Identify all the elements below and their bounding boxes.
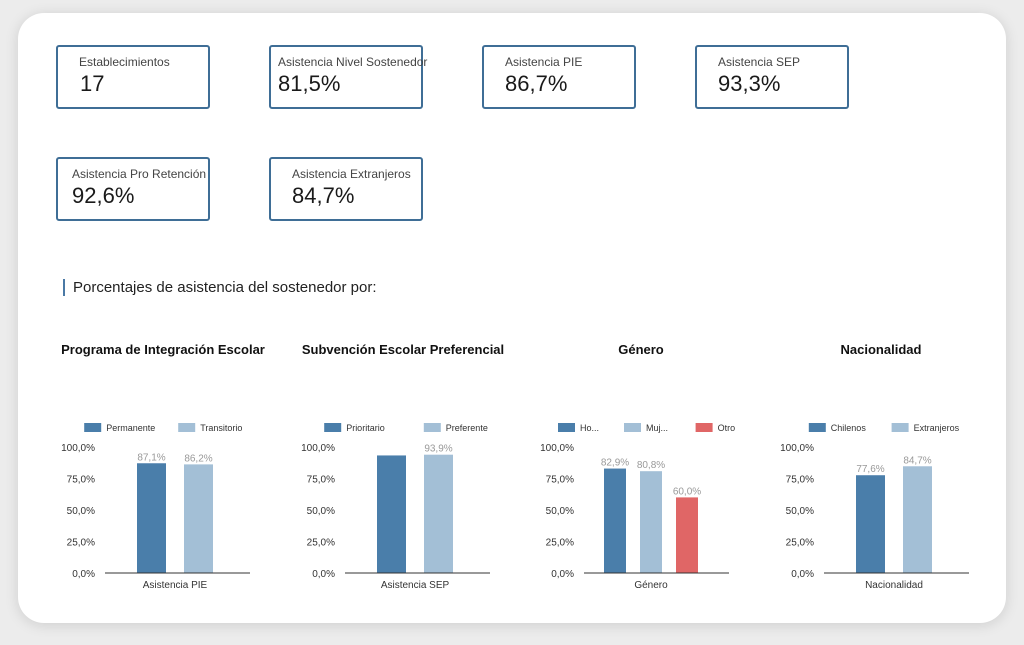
legend-label: Otro (718, 423, 736, 433)
chart-pie: Permanente Transitorio 100,0% 75,0% 50,0% 25,… (61, 423, 250, 591)
y-tick-label: 100,0% (780, 443, 814, 454)
kpi-asistencia-pro-retencion: Asistencia Pro Retención 92,6% (56, 157, 210, 221)
kpi-value: 81,5% (278, 71, 341, 96)
y-tick-label: 0,0% (551, 569, 574, 580)
y-tick-label: 25,0% (307, 538, 335, 549)
legend-swatch (178, 423, 196, 432)
bar (676, 497, 698, 573)
kpi-label: Asistencia PIE (505, 55, 583, 69)
legend-label: Preferente (446, 423, 488, 433)
legend-label: Transitorio (200, 423, 242, 433)
legend-label: Muj... (646, 423, 668, 433)
legend-label: Prioritario (346, 423, 385, 433)
x-category-label: Asistencia PIE (143, 580, 208, 591)
dashboard-card (18, 13, 1006, 623)
y-tick-label: 0,0% (72, 569, 95, 580)
kpi-value: 17 (80, 71, 105, 96)
y-tick-label: 75,0% (786, 475, 814, 486)
y-tick-label: 75,0% (546, 475, 574, 486)
y-tick-label: 25,0% (67, 538, 95, 549)
y-tick-label: 50,0% (546, 506, 574, 517)
data-label: 87,1% (137, 452, 165, 463)
kpi-label: Asistencia SEP (718, 55, 801, 69)
chart-title-genero: Género (618, 342, 664, 357)
y-tick-label: 50,0% (67, 506, 95, 517)
legend-label: Extranjeros (914, 423, 960, 433)
legend-label: Chilenos (831, 423, 867, 433)
kpi-asistencia-nivel-sostenedor: Asistencia Nivel Sostenedor 81,5% (269, 45, 427, 109)
y-tick-label: 75,0% (67, 475, 95, 486)
legend-swatch (695, 423, 713, 432)
data-label: 84,7% (903, 455, 931, 466)
kpi-value: 86,7% (505, 71, 568, 96)
y-tick-label: 0,0% (312, 569, 335, 580)
section-heading: Porcentajes de asistencia del sostenedor… (63, 279, 377, 296)
x-category-label: Género (634, 580, 668, 591)
legend-swatch (324, 423, 342, 432)
chart-sep: Prioritario Preferente 100,0% 75,0% 50,0% 25,… (301, 423, 490, 591)
kpi-asistencia-extranjeros: Asistencia Extranjeros 84,7% (269, 157, 423, 221)
y-tick-label: 100,0% (301, 443, 335, 454)
bar (424, 454, 453, 573)
bar (903, 466, 932, 573)
y-tick-label: 25,0% (546, 538, 574, 549)
bar (184, 464, 213, 573)
kpi-label: Establecimientos (79, 55, 170, 69)
legend-swatch (808, 423, 826, 432)
x-category-label: Asistencia SEP (381, 580, 450, 591)
y-tick-label: 75,0% (307, 475, 335, 486)
kpi-value: 84,7% (292, 183, 355, 208)
kpi-label: Asistencia Pro Retención (72, 167, 207, 181)
bar (604, 468, 626, 573)
y-tick-label: 25,0% (786, 538, 814, 549)
bar (640, 471, 662, 573)
chart-nacionalidad: Chilenos Extranjeros 100,0% 75,0% 50,0% 25,0%… (780, 423, 969, 591)
kpi-asistencia-pie: Asistencia PIE 86,7% (482, 45, 636, 109)
legend-swatch (624, 423, 641, 432)
data-label: 60,0% (673, 486, 701, 497)
chart-title-sep: Subvención Escolar Preferencial (301, 342, 505, 357)
kpi-value: 93,3% (718, 71, 781, 96)
chart-genero: Ho... Muj... Otro 100,0% 75,0% 50,0% 25,0% 0,0%… (540, 423, 736, 591)
data-label: 93,9% (424, 444, 452, 455)
y-tick-label: 50,0% (307, 506, 335, 517)
bar (137, 463, 166, 573)
kpi-value: 92,6% (72, 183, 135, 208)
kpi-label: Asistencia Nivel Sostenedor (278, 55, 428, 69)
data-label: 80,8% (637, 460, 665, 471)
y-tick-label: 100,0% (61, 443, 95, 454)
kpi-establecimientos: Establecimientos 17 (56, 45, 210, 109)
kpi-label: Asistencia Extranjeros (292, 167, 411, 181)
data-label: 77,6% (856, 464, 884, 475)
legend-label: Ho... (580, 423, 599, 433)
y-tick-label: 0,0% (791, 569, 814, 580)
legend-swatch (891, 423, 909, 432)
legend-swatch (423, 423, 441, 432)
legend-swatch (84, 423, 102, 432)
y-tick-label: 100,0% (540, 443, 574, 454)
data-label: 86,2% (184, 453, 212, 464)
chart-title-pie: Programa de Integración Escolar (61, 342, 265, 357)
bar (856, 475, 885, 573)
legend-label: Permanente (106, 423, 155, 433)
bar (377, 455, 406, 573)
data-label: 82,9% (601, 458, 629, 469)
x-category-label: Nacionalidad (865, 580, 923, 591)
chart-title-nacionalidad: Nacionalidad (840, 342, 922, 357)
y-tick-label: 50,0% (786, 506, 814, 517)
kpi-asistencia-sep: Asistencia SEP 93,3% (695, 45, 849, 109)
legend-swatch (558, 423, 575, 432)
